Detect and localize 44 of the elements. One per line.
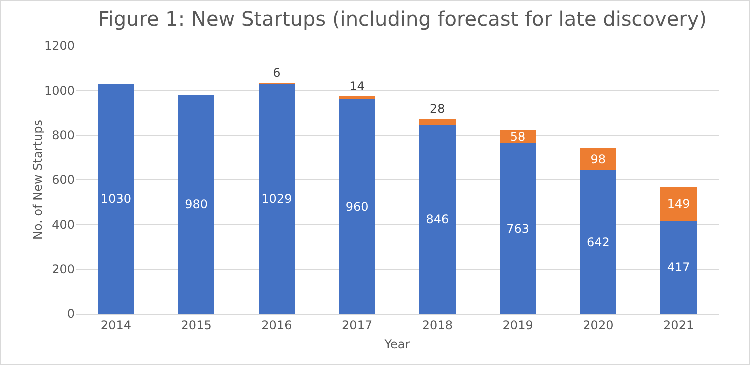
x-tick-label: 2018	[422, 318, 453, 332]
x-tick-label: 2017	[342, 318, 373, 332]
bar	[500, 144, 536, 314]
chart-title: Figure 1: New Startups (including forecast for late discovery)	[98, 6, 708, 31]
x-tick-label: 2015	[181, 318, 212, 332]
bar	[339, 96, 376, 100]
x-tick-label: 2014	[100, 318, 132, 332]
y-tick-label: 1000	[44, 84, 75, 98]
bar	[420, 125, 456, 314]
bar	[98, 84, 134, 314]
data-label: 417	[667, 260, 690, 274]
bar	[339, 100, 376, 314]
bar	[178, 95, 215, 314]
y-tick-label: 400	[52, 218, 75, 232]
y-tick-label: 200	[52, 262, 75, 277]
y-tick-label: 600	[52, 173, 75, 188]
bar	[660, 220, 697, 314]
x-tick-label: 2021	[664, 318, 694, 332]
y-tick-label: 0	[67, 307, 75, 322]
data-label: 14	[350, 79, 365, 94]
bar	[420, 118, 456, 126]
data-label: 960	[346, 200, 369, 214]
data-label: 6	[273, 66, 281, 80]
x-axis-title: Year	[384, 337, 410, 352]
data-label: 642	[586, 235, 610, 250]
data-label: 98	[590, 152, 606, 167]
y-tick-label: 1200	[44, 39, 75, 54]
bar	[660, 188, 697, 221]
y-axis-title: No. of New Startups	[31, 120, 45, 240]
x-tick-label: 2016	[262, 318, 292, 332]
x-tick-label: 2020	[583, 318, 614, 332]
data-label: 846	[426, 212, 450, 227]
bar	[258, 84, 296, 314]
bar	[580, 148, 617, 171]
bar	[580, 170, 617, 314]
data-label: 28	[430, 102, 446, 116]
data-label: 58	[510, 130, 526, 144]
data-label: 980	[185, 198, 208, 212]
x-tick-label: 2019	[502, 318, 534, 332]
data-label: 1029	[262, 192, 292, 206]
data-label: 763	[506, 222, 530, 236]
y-tick-label: 800	[52, 128, 75, 143]
data-label: 1030	[100, 192, 132, 206]
data-label: 149	[667, 197, 690, 212]
